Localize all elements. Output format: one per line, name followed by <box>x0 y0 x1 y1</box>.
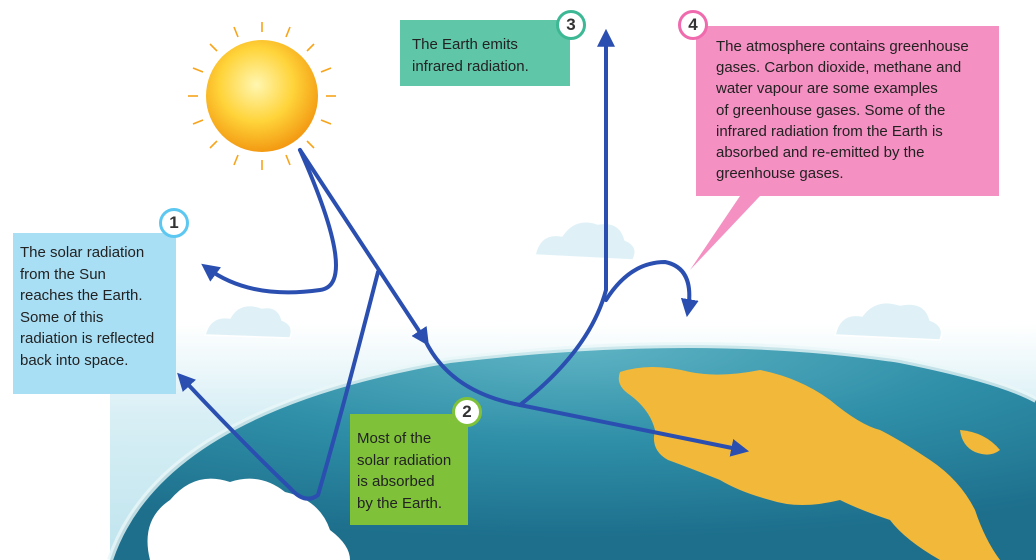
reflected-radiation-arrow <box>201 148 338 295</box>
reemitted-radiation-arrow <box>604 260 699 318</box>
step-badge-2: 2 <box>452 397 482 427</box>
clouds <box>204 221 943 341</box>
absorbed-radiation-arrow <box>423 338 750 457</box>
step-badge-4: 4 <box>678 10 708 40</box>
infrared-emission-arrow <box>518 28 615 407</box>
surface-reflection-arrow <box>177 270 380 501</box>
callout-greenhouse-gases: The atmosphere contains greenhouse gases… <box>696 26 999 196</box>
step-badge-1: 1 <box>159 208 189 238</box>
polar-cloud <box>147 478 350 560</box>
callout-infrared: The Earth emits infrared radiation. <box>400 20 570 86</box>
callout-absorption-text: Most of the solar radiation is absorbed … <box>357 430 452 512</box>
callout-reflection-text: The solar radiation from the Sun reaches… <box>20 244 155 369</box>
earth-horizon-glow <box>107 342 1036 560</box>
callout-reflection: The solar radiation from the Sun reaches… <box>13 233 176 394</box>
sun-icon <box>188 22 336 170</box>
callout-absorption: Most of the solar radiation is absorbed … <box>350 414 468 525</box>
continent <box>618 367 1000 560</box>
callout-greenhouse-gases-text: The atmosphere contains greenhouse gases… <box>716 38 969 183</box>
continent-small <box>960 430 1000 455</box>
callout4-pointer <box>690 196 760 270</box>
step-badge-3: 3 <box>556 10 586 40</box>
callout-infrared-text: The Earth emits infrared radiation. <box>412 36 529 75</box>
incoming-solar-arrow <box>298 148 429 347</box>
